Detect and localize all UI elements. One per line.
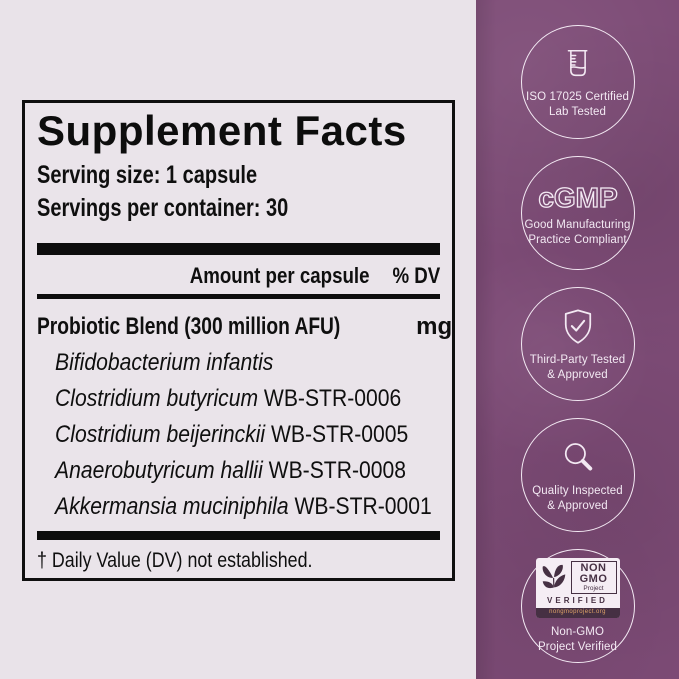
butterfly-leaf-icon (542, 565, 565, 589)
badge-label: Good Manufacturing Practice Compliant (524, 219, 631, 246)
dv-column-header: % DV (392, 263, 440, 288)
serving-size-line: Serving size: 1 capsule (37, 161, 258, 189)
badge-third-party-tested: Third-Party Tested & Approved (520, 287, 635, 401)
daily-value-footnote: † Daily Value (DV) not established. (37, 549, 313, 572)
badge-label: ISO 17025 Certified Lab Tested (526, 90, 629, 118)
badge-label: Third-Party Tested & Approved (529, 353, 626, 381)
blend-name: Probiotic Blend (300 million AFU) (37, 313, 341, 340)
label-background: Supplement Facts Serving size: 1 capsule… (22, 100, 497, 581)
ingredient-row: Bifidobacterium infantis (55, 349, 274, 376)
magnifier-icon (564, 442, 592, 471)
svg-text:cGMP: cGMP (538, 182, 617, 213)
divider-thick-bar (37, 243, 440, 255)
badge-iso-lab-tested: ISO 17025 Certified Lab Tested (520, 25, 635, 139)
ingredient-row: Anaerobutyricum hallii WB-STR-0008 (55, 457, 406, 484)
probiotic-blend-row: Probiotic Blend (300 million AFU) mg † (37, 310, 497, 342)
beaker-icon (567, 49, 587, 76)
non-gmo-project-logo: NON GMO Project VERIFIED nongmoproject.o… (535, 557, 620, 618)
supplement-facts-panel: Supplement Facts Serving size: 1 capsule… (22, 100, 497, 581)
panel-title: Supplement Facts (37, 107, 407, 154)
certification-sidebar: ISO 17025 Certified Lab Tested cGMP Good… (476, 0, 679, 679)
badge-cgmp: cGMP Good Manufacturing Practice Complia… (520, 156, 635, 270)
amount-column-header: Amount per capsule (189, 263, 370, 288)
badge-quality-inspected: Quality Inspected & Approved (520, 418, 635, 532)
badge-non-gmo: NON GMO Project VERIFIED nongmoproject.o… (520, 549, 635, 663)
non-gmo-wordmark: NON GMO Project (570, 560, 617, 594)
ingredient-row: Akkermansia muciniphila WB-STR-0001 (55, 493, 432, 520)
blend-amount-unit: mg (416, 313, 453, 340)
divider-footer-bar (37, 531, 440, 540)
column-header-row: Amount per capsule % DV (37, 262, 440, 290)
cgmp-outline-text: cGMP (537, 182, 618, 214)
non-gmo-url-text: nongmoproject.org (535, 607, 620, 618)
divider-medium-bar (37, 294, 440, 299)
shield-check-icon (564, 309, 591, 344)
ingredient-row: Clostridium butyricum WB-STR-0006 (55, 385, 402, 412)
ingredient-row: Clostridium beijerinckii WB-STR-0005 (55, 421, 409, 448)
servings-per-container-line: Servings per container: 30 (37, 194, 289, 222)
badge-label: Non-GMO Project Verified (538, 625, 617, 653)
badge-label: Quality Inspected & Approved (532, 484, 623, 512)
verified-text: VERIFIED (547, 595, 608, 605)
